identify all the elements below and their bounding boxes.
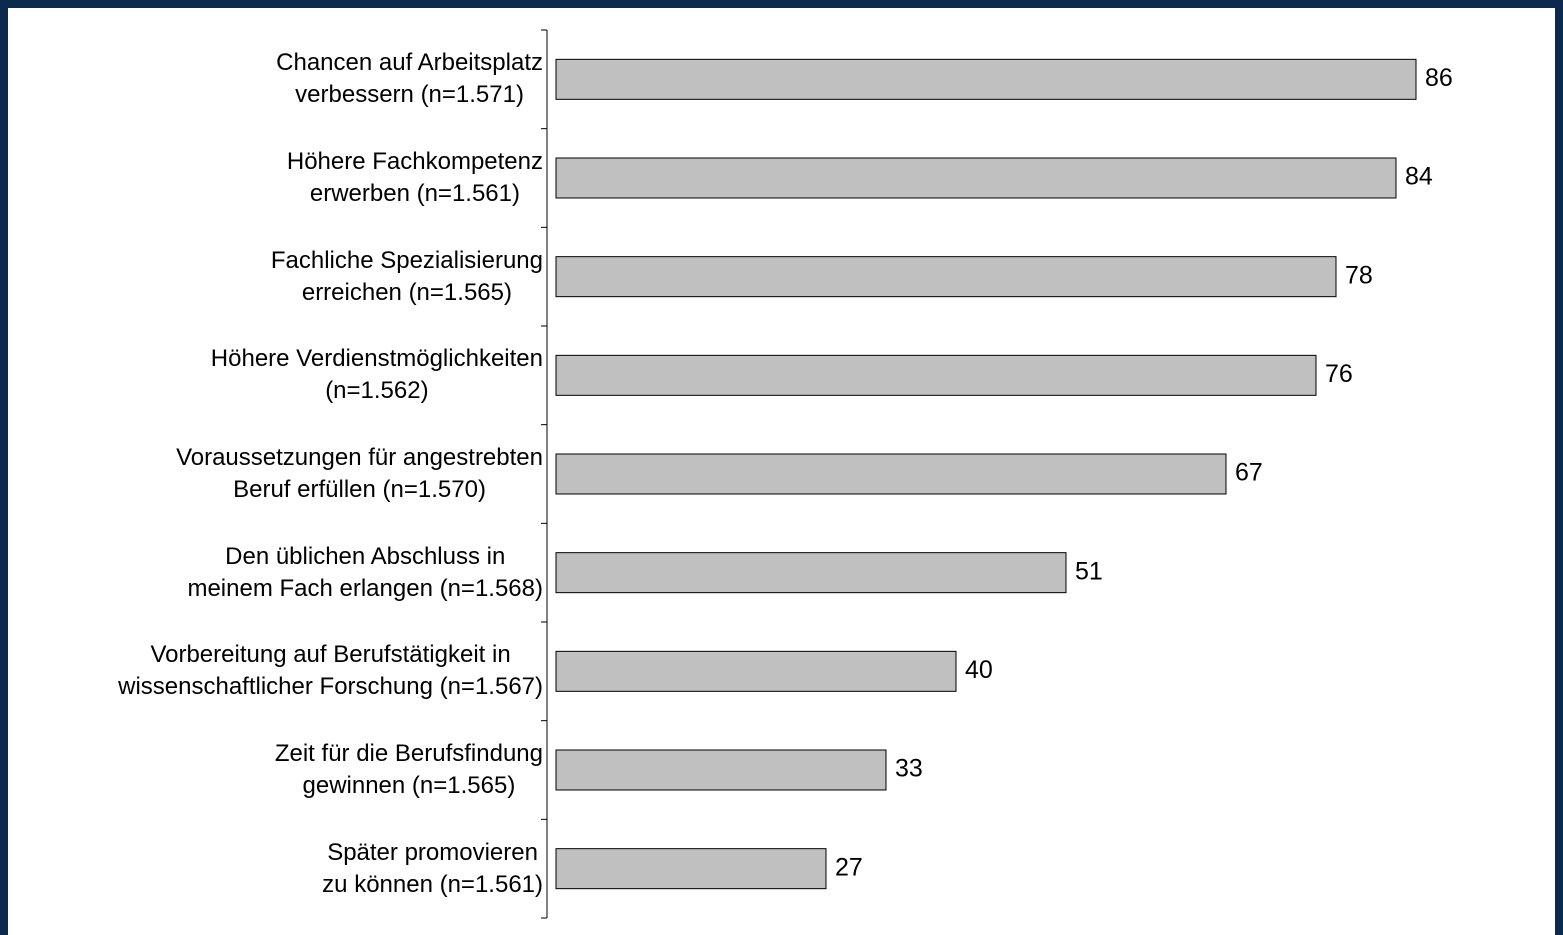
category-label: Höhere Fachkompetenz erwerben (n=1.561) [286,148,543,207]
category-label-box: Höhere Verdienstmöglichkeiten (n=1.562) [8,343,543,407]
bar [555,650,957,692]
value-label: 51 [1075,557,1103,585]
category-label-box: Fachliche Spezialisierung erreichen (n=1… [8,245,543,309]
category-label: Später promovieren zu können (n=1.561) [322,838,543,898]
category-label: Höhere Verdienstmöglichkeiten (n=1.562) [210,345,543,405]
value-label: 76 [1325,360,1353,388]
bar [555,848,827,890]
value-label: 40 [965,656,993,684]
bar [555,58,1417,100]
value-label: 86 [1425,64,1453,92]
bar [555,157,1397,199]
value-label: 33 [895,755,923,783]
category-label-box: Vorbereitung auf Berufstätigkeit in wiss… [8,639,543,703]
category-label-box: Chancen auf Arbeitsplatz verbessern (n=1… [8,47,543,111]
category-label: Vorbereitung auf Berufstätigkeit in wiss… [118,641,543,701]
value-label: 78 [1345,261,1373,289]
category-label-box: Zeit für die Berufsfindung gewinnen (n=1… [8,738,543,802]
category-label-box: Den üblichen Abschluss in meinem Fach er… [8,541,543,605]
bar [555,354,1317,396]
category-label: Fachliche Spezialisierung erreichen (n=1… [270,246,543,306]
category-label-box: Voraussetzungen für angestrebten Beruf e… [8,442,543,506]
category-label: Den üblichen Abschluss in meinem Fach er… [187,542,543,602]
value-label: 27 [835,853,863,881]
value-label: 67 [1235,459,1263,487]
value-label: 84 [1405,163,1433,191]
category-label: Zeit für die Berufsfindung gewinnen (n=1… [274,740,543,799]
chart: 86 84 78 76 67 51 40 33 27 [541,29,1453,919]
category-label-box: Höhere Fachkompetenz erwerben (n=1.561) [8,146,543,210]
bar [555,749,887,791]
category-label: Voraussetzungen für angestrebten Beruf e… [176,444,543,503]
bar [555,453,1227,495]
chart-frame: 86 84 78 76 67 51 40 33 27 Chancen auf Arbeitspl… [8,8,1555,935]
bar [555,552,1067,594]
bar [555,256,1337,298]
category-label: Chancen auf Arbeitsplatz verbessern (n=1… [276,49,543,109]
category-label-box: Später promovieren zu können (n=1.561) [8,837,543,901]
